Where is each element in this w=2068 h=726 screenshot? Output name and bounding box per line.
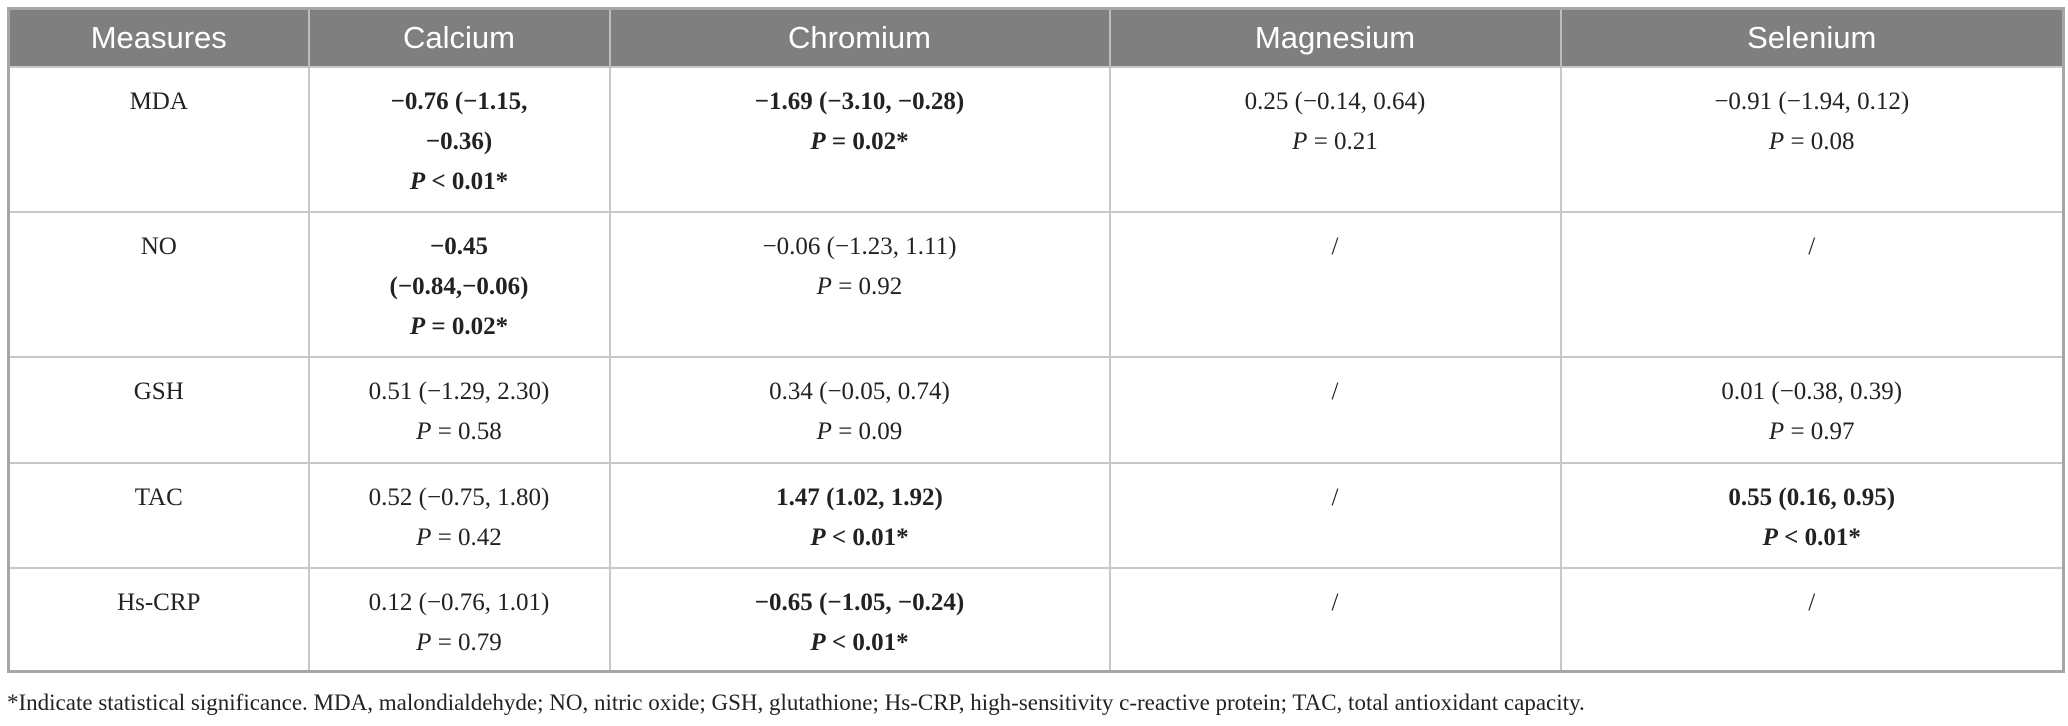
table-cell: −0.76 (−1.15, −0.36) P < 0.01* bbox=[307, 66, 611, 213]
cell-line: / bbox=[1331, 233, 1339, 260]
results-table: Measures Calcium Chromium Magnesium Selenium… bbox=[7, 7, 2065, 673]
table-cell: −0.06 (−1.23, 1.11) P = 0.92 bbox=[608, 211, 1111, 358]
cell-line: P = 0.21 bbox=[1292, 128, 1378, 155]
cell-line: −0.76 (−1.15, bbox=[390, 88, 528, 115]
row-label: MDA bbox=[7, 66, 310, 213]
cell-line: P < 0.01* bbox=[810, 524, 909, 551]
cell-line: 1.47 (1.02, 1.92) bbox=[776, 484, 943, 511]
table-row: GSH 0.51 (−1.29, 2.30) P = 0.58 0.34 (−0.05… bbox=[7, 356, 2065, 464]
table-cell: −0.45 (−0.84,−0.06) P = 0.02* bbox=[307, 211, 611, 358]
column-header: Calcium bbox=[307, 8, 610, 67]
table-cell: −1.69 (−3.10, −0.28) P = 0.02* bbox=[608, 66, 1111, 213]
table-cell: / bbox=[1108, 567, 1562, 672]
cell-line: P < 0.01* bbox=[810, 629, 909, 656]
table-cell: 0.12 (−0.76, 1.01) P = 0.79 bbox=[307, 567, 611, 672]
cell-line: P = 0.02* bbox=[409, 313, 509, 340]
cell-line: −1.69 (−3.10, −0.28) bbox=[754, 88, 965, 115]
table-row: NO −0.45 (−0.84,−0.06) P = 0.02* −0.06 (−1.2… bbox=[7, 211, 2065, 358]
table-cell: / bbox=[1559, 567, 2065, 672]
cell-line: P = 0.92 bbox=[816, 273, 903, 300]
column-header: Selenium bbox=[1559, 8, 2064, 67]
cell-line: −0.36) bbox=[425, 128, 493, 155]
cell-line: / bbox=[1808, 233, 1816, 260]
cell-line: / bbox=[1808, 589, 1816, 616]
cell-line: −0.91 (−1.94, 0.12) bbox=[1714, 88, 1910, 115]
column-header: Measures bbox=[7, 8, 309, 67]
column-header: Magnesium bbox=[1108, 8, 1561, 67]
cell-line: −0.65 (−1.05, −0.24) bbox=[754, 589, 965, 616]
table-body: MDA −0.76 (−1.15, −0.36) P < 0.01* −1.69 (−3… bbox=[7, 66, 2065, 672]
cell-line: P = 0.09 bbox=[816, 418, 903, 445]
table-cell: −0.65 (−1.05, −0.24) P < 0.01* bbox=[608, 567, 1111, 672]
table-row: MDA −0.76 (−1.15, −0.36) P < 0.01* −1.69 (−3… bbox=[7, 66, 2065, 213]
row-label: NO bbox=[7, 211, 310, 358]
table-cell: −0.91 (−1.94, 0.12) P = 0.08 bbox=[1559, 66, 2065, 213]
table-cell: 1.47 (1.02, 1.92) P < 0.01* bbox=[608, 462, 1111, 569]
cell-line: P < 0.01* bbox=[1762, 524, 1861, 551]
row-label: GSH bbox=[7, 356, 310, 464]
table-cell: / bbox=[1108, 211, 1562, 358]
table-cell: 0.51 (−1.29, 2.30) P = 0.58 bbox=[307, 356, 611, 464]
cell-line: P = 0.08 bbox=[1768, 128, 1855, 155]
cell-line: / bbox=[1331, 589, 1339, 616]
cell-line: −0.06 (−1.23, 1.11) bbox=[762, 233, 957, 260]
cell-line: (−0.84,−0.06) bbox=[389, 273, 529, 300]
table-row: TAC 0.52 (−0.75, 1.80) P = 0.42 1.47 (1.02,… bbox=[7, 462, 2065, 569]
cell-line: P = 0.42 bbox=[416, 524, 502, 551]
table-cell: 0.55 (0.16, 0.95) P < 0.01* bbox=[1559, 462, 2065, 569]
row-label: Hs-CRP bbox=[7, 567, 310, 672]
footnote: *Indicate statistical significance. MDA,… bbox=[7, 690, 1585, 715]
cell-line: P = 0.79 bbox=[416, 629, 502, 656]
header-row: Measures Calcium Chromium Magnesium Selenium bbox=[7, 8, 2064, 67]
table-cell: 0.01 (−0.38, 0.39) P = 0.97 bbox=[1559, 356, 2065, 464]
table-row: Hs-CRP 0.12 (−0.76, 1.01) P = 0.79 −0.65 (−… bbox=[7, 567, 2065, 672]
row-label: TAC bbox=[7, 462, 310, 569]
cell-line: 0.25 (−0.14, 0.64) bbox=[1244, 88, 1426, 115]
table-cell: 0.34 (−0.05, 0.74) P = 0.09 bbox=[608, 356, 1111, 464]
cell-line: 0.12 (−0.76, 1.01) bbox=[368, 589, 550, 616]
column-header: Chromium bbox=[608, 8, 1110, 67]
table-cell: / bbox=[1108, 462, 1562, 569]
cell-line: / bbox=[1331, 484, 1339, 511]
cell-line: / bbox=[1331, 378, 1339, 405]
cell-line: P = 0.02* bbox=[810, 128, 909, 155]
cell-line: 0.52 (−0.75, 1.80) bbox=[368, 484, 550, 511]
table-cell: / bbox=[1108, 356, 1562, 464]
table-cell: / bbox=[1559, 211, 2065, 358]
table-cell: 0.52 (−0.75, 1.80) P = 0.42 bbox=[307, 462, 611, 569]
table-cell: 0.25 (−0.14, 0.64) P = 0.21 bbox=[1108, 66, 1562, 213]
cell-line: P = 0.58 bbox=[416, 418, 502, 445]
cell-line: 0.51 (−1.29, 2.30) bbox=[368, 378, 550, 405]
cell-line: P = 0.97 bbox=[1768, 418, 1855, 445]
cell-line: 0.55 (0.16, 0.95) bbox=[1728, 484, 1896, 511]
cell-line: 0.01 (−0.38, 0.39) bbox=[1721, 378, 1903, 405]
cell-line: P < 0.01* bbox=[409, 168, 509, 195]
cell-line: 0.34 (−0.05, 0.74) bbox=[769, 378, 950, 405]
cell-line: −0.45 bbox=[430, 233, 488, 260]
